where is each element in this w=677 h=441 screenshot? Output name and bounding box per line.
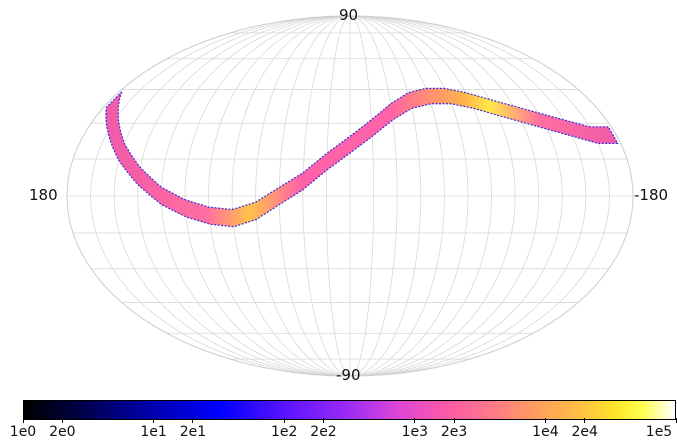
colorbar-tick-mark [283, 418, 285, 423]
colorbar-tick-mark [323, 418, 324, 423]
colorbar-tick-mark [453, 418, 455, 423]
label-lon-minus-180: -180 [634, 186, 669, 204]
colorbar-tick-label: 1e4 [532, 424, 559, 440]
map-outline [66, 15, 634, 377]
colorbar-tick-mark [192, 418, 194, 423]
colorbar-tick-label: 1e3 [401, 424, 429, 440]
colorbar [23, 400, 676, 420]
colorbar-tick-mark [22, 418, 24, 423]
colorbar-tick-mark [675, 418, 677, 423]
label-lat-minus-90: -90 [336, 366, 361, 384]
colorbar-tick-label: 1e1 [140, 424, 167, 440]
colorbar-tick-mark [544, 418, 546, 423]
colorbar-tick-label: 2e2 [310, 424, 337, 440]
colorbar-tick-mark [153, 418, 155, 423]
colorbar-tick-label: 2e3 [440, 424, 468, 440]
colorbar-tick-label: 2e1 [179, 424, 207, 440]
colorbar-tick-label: 2e4 [571, 424, 598, 440]
data-band [105, 87, 619, 228]
label-lon-180: 180 [29, 186, 58, 204]
colorbar-tick-mark [414, 418, 416, 423]
colorbar-tick-label: 2e0 [49, 424, 76, 440]
graticule-grid [67, 15, 633, 377]
colorbar-tick-mark [584, 418, 586, 423]
label-lat-90: 90 [339, 6, 359, 24]
colorbar-tick-label: 1e2 [270, 424, 298, 440]
data-band-fill [105, 87, 619, 228]
colorbar-tick-mark [61, 418, 63, 423]
colorbar-tick-label: 1e0 [9, 424, 37, 440]
colorbar-tick-label: 1e5 [645, 424, 673, 440]
